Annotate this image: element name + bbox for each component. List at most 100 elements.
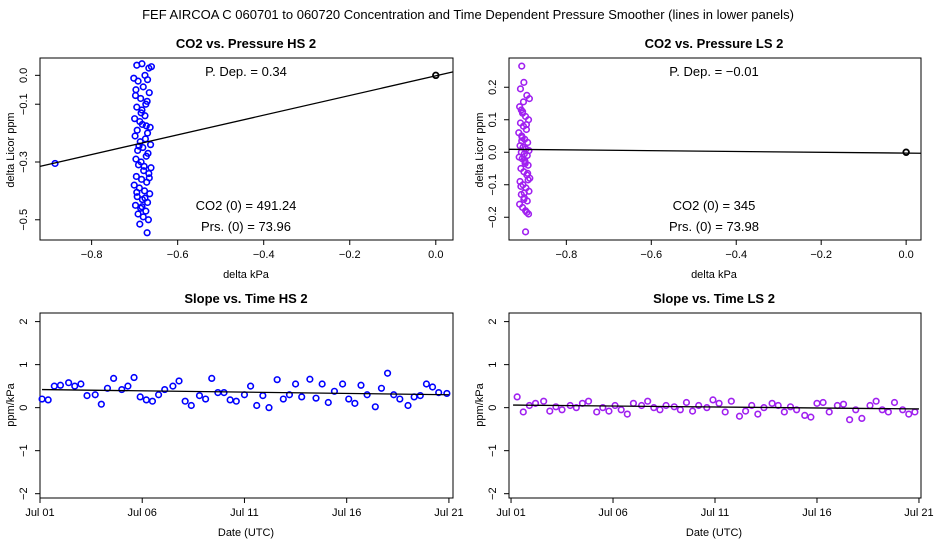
data-point [306, 375, 314, 383]
origin-marker [432, 71, 440, 80]
y-tick-label: 1 [487, 362, 499, 368]
data-point [139, 143, 147, 152]
origin-marker [902, 148, 910, 156]
data-point [118, 385, 126, 394]
data-point [143, 76, 152, 84]
data-point [220, 388, 228, 397]
data-point [404, 401, 412, 410]
data-point [142, 207, 150, 215]
data-point [232, 397, 240, 405]
data-point [259, 392, 267, 400]
data-point [141, 194, 149, 202]
data-point [324, 398, 332, 407]
data-point [890, 398, 899, 407]
data-point [124, 382, 132, 390]
data-point [605, 407, 613, 415]
data-point [145, 169, 153, 178]
data-point [703, 404, 711, 412]
data-point [146, 141, 155, 149]
annotation-prs-zero: Prs. (0) = 73.98 [669, 219, 759, 234]
x-tick-label: −0.6 [167, 249, 189, 261]
data-point [520, 189, 528, 197]
data-point [682, 398, 691, 407]
data-point [195, 392, 204, 400]
data-point [143, 129, 152, 137]
data-point [558, 406, 566, 414]
panel-title: CO2 vs. Pressure HS 2 [176, 36, 316, 51]
y-tick-label: 0.1 [487, 112, 499, 127]
data-point [768, 399, 776, 407]
x-tick-label: Jul 11 [230, 507, 259, 519]
data-point [593, 408, 601, 416]
data-point [520, 78, 528, 86]
data-point [390, 391, 398, 399]
x-tick-label: −0.4 [725, 249, 747, 261]
x-tick-label: −0.6 [640, 249, 662, 261]
data-point [513, 393, 521, 401]
x-axis-label: Date (UTC) [218, 527, 274, 539]
data-point [676, 406, 684, 414]
data-point [540, 397, 548, 405]
data-point [145, 89, 153, 97]
annotation-prs-zero: Prs. (0) = 73.96 [201, 219, 291, 234]
data-point [786, 403, 795, 411]
data-point [312, 394, 320, 402]
data-point [142, 152, 150, 160]
data-point [147, 164, 155, 172]
data-point [774, 401, 782, 410]
data-point [140, 187, 149, 195]
data-point [852, 406, 860, 414]
y-tick-label: 0 [487, 405, 499, 411]
data-point [377, 384, 386, 392]
data-point [83, 392, 91, 400]
data-point [741, 407, 750, 415]
data-point [139, 83, 147, 91]
data-point [65, 379, 73, 387]
data-point [265, 404, 273, 412]
data-point [50, 382, 58, 390]
data-point [520, 195, 528, 203]
data-point [878, 406, 886, 414]
annotation-p-dep: P. Dep. = 0.34 [205, 64, 287, 79]
panel-title: Slope vs. Time LS 2 [653, 291, 775, 306]
plot-p1: −0.8 −0.6 −0.4 −0.2 0.0 0.0 −0.1 −0.3 −0.5 [18, 57, 454, 261]
x-tick-label: −0.8 [555, 249, 577, 261]
data-point [517, 182, 525, 190]
y-tick-label: −0.1 [18, 93, 30, 115]
data-point [132, 172, 140, 181]
data-point [833, 401, 841, 410]
data-point [145, 174, 153, 182]
data-point [695, 401, 703, 410]
data-point [519, 98, 528, 106]
data-point [202, 395, 210, 403]
plot-p2: −0.8 −0.6 −0.4 −0.2 0.0 0.2 0.1 0.0 −0.1 −0.2 [487, 57, 922, 261]
data-point [130, 181, 138, 189]
x-tick-label: −0.2 [810, 249, 832, 261]
data-point [443, 389, 451, 398]
x-tick-label: 0.0 [428, 249, 443, 261]
data-point [136, 393, 144, 401]
panel-ls-pressure: CO2 vs. Pressure LS 2 delta kPa delta Li… [474, 36, 783, 281]
data-point [137, 94, 145, 103]
fit-line [39, 71, 454, 167]
data-point [132, 155, 140, 163]
data-point [291, 380, 300, 388]
y-tick-label: −0.3 [18, 151, 30, 173]
fit-line [513, 404, 919, 410]
data-point [899, 406, 907, 414]
data-point [169, 382, 177, 390]
x-tick-label: Jul 21 [904, 507, 933, 519]
data-point [187, 401, 195, 410]
y-tick-label: 2 [487, 319, 499, 325]
data-point [143, 229, 151, 237]
data-point [134, 77, 142, 85]
y-tick-label: 2 [18, 319, 30, 325]
data-point [298, 393, 306, 401]
data-point [146, 123, 154, 131]
data-point [650, 404, 658, 412]
data-point [357, 381, 365, 389]
data-point [584, 397, 593, 405]
data-point [754, 410, 762, 418]
x-tick-label: Jul 21 [434, 507, 463, 519]
